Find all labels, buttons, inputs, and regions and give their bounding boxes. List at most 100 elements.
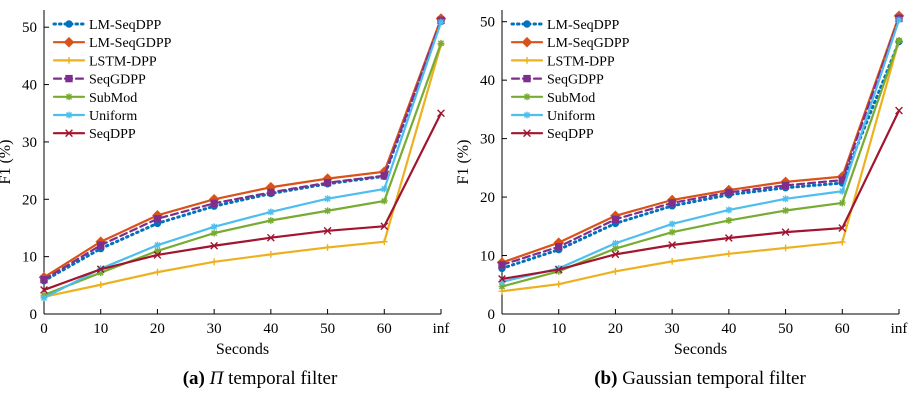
series-line-lm-seqgdpp <box>42 17 443 279</box>
point-submod-20 <box>612 245 619 252</box>
legend-label-uniform: Uniform <box>547 109 595 124</box>
point-uniform-20 <box>154 241 161 249</box>
y-tick-label-20: 20 <box>480 190 495 206</box>
legend-label-lm-seqgdpp: LM-SeqGDPP <box>547 36 630 51</box>
point-seqgdpp-40 <box>267 188 275 197</box>
point-seqgdpp-0 <box>498 261 506 269</box>
point-lstm-dpp-10 <box>97 281 105 289</box>
x-tick-label-50: 50 <box>320 321 335 337</box>
series-submod <box>40 39 445 299</box>
series-uniform <box>498 16 903 286</box>
series-seqgdpp <box>498 14 903 269</box>
series-line-uniform <box>42 20 443 300</box>
legend-label-seqdpp: SeqDPP <box>547 127 594 142</box>
y-tick-label-10: 10 <box>22 250 37 266</box>
caption-a-text: temporal filter <box>228 368 338 389</box>
point-lstm-dpp-30 <box>668 257 676 265</box>
caption-a-label: (a) <box>182 368 205 389</box>
point-seqdpp-20 <box>611 250 620 259</box>
y-tick-label-10: 10 <box>480 249 495 265</box>
legend-label-lm-seqdpp: LM-SeqDPP <box>547 18 620 33</box>
caption-b-text: Gaussian temporal filter <box>622 368 806 389</box>
x-tick-label-20: 20 <box>150 321 165 337</box>
x-axis-label: Seconds <box>216 341 269 358</box>
point-seqgdpp-50 <box>323 178 332 187</box>
point-lstm-dpp-60 <box>838 238 846 246</box>
legend-label-uniform: Uniform <box>89 109 137 124</box>
series-line-lm-seqgdpp <box>500 14 901 264</box>
legend-label-seqgdpp: SeqGDPP <box>89 73 146 88</box>
y-tick-label-40: 40 <box>22 78 37 94</box>
point-uniform-40 <box>725 206 733 214</box>
point-seqdpp-inf <box>895 106 903 115</box>
legend-marker-lstm-dpp <box>65 57 73 64</box>
point-seqdpp-0 <box>498 275 506 283</box>
point-submod-20 <box>154 247 161 255</box>
point-submod-inf <box>437 39 445 47</box>
legend-marker-seqgdpp <box>523 74 531 83</box>
point-seqdpp-inf <box>437 109 445 118</box>
point-seqgdpp-30 <box>668 199 676 207</box>
point-submod-0 <box>498 283 506 290</box>
point-seqgdpp-50 <box>781 181 790 190</box>
y-tick-label-30: 30 <box>480 132 495 148</box>
series-line-lstm-dpp <box>42 43 443 298</box>
point-uniform-60 <box>838 187 846 195</box>
point-seqgdpp-20 <box>153 215 162 223</box>
y-tick-label-40: 40 <box>480 73 495 89</box>
x-tick-label-inf: inf <box>891 321 908 337</box>
point-uniform-50 <box>782 195 789 203</box>
point-seqdpp-40 <box>266 233 275 242</box>
series-line-seqgdpp <box>42 19 443 281</box>
series-seqdpp <box>40 109 445 294</box>
legend-marker-seqgdpp <box>65 74 73 83</box>
x-tick-label-30: 30 <box>207 321 222 337</box>
point-submod-60 <box>838 199 846 207</box>
point-seqdpp-10 <box>96 265 105 274</box>
point-lstm-dpp-60 <box>380 238 388 246</box>
point-seqdpp-30 <box>210 241 219 250</box>
x-tick-label-0: 0 <box>498 321 506 337</box>
point-seqgdpp-10 <box>97 241 105 249</box>
y-tick-label-30: 30 <box>22 135 37 151</box>
legend-box <box>507 11 657 146</box>
point-submod-inf <box>895 37 903 44</box>
x-tick-label-40: 40 <box>263 321 278 337</box>
point-submod-30 <box>210 229 218 237</box>
point-uniform-30 <box>668 220 676 228</box>
point-seqdpp-40 <box>724 234 733 242</box>
caption-a-symbol: Π <box>209 368 224 389</box>
legend-box <box>49 11 199 146</box>
legend-label-lstm-dpp: LSTM-DPP <box>89 54 157 69</box>
series-line-submod <box>42 42 443 297</box>
point-seqdpp-0 <box>40 286 48 294</box>
point-uniform-10 <box>555 265 563 272</box>
series-line-lstm-dpp <box>500 39 901 293</box>
point-seqdpp-60 <box>380 222 389 231</box>
point-submod-30 <box>668 228 676 236</box>
series-line-uniform <box>500 18 901 283</box>
legend-marker-uniform <box>65 111 73 119</box>
legend-label-seqdpp: SeqDPP <box>89 127 136 142</box>
point-lstm-dpp-20 <box>612 267 619 275</box>
legend-marker-lm-seqdpp <box>523 20 531 28</box>
x-tick-label-20: 20 <box>608 321 623 337</box>
point-seqgdpp-40 <box>725 188 733 197</box>
point-lstm-dpp-40 <box>267 250 275 258</box>
point-uniform-40 <box>267 208 275 216</box>
point-seqgdpp-20 <box>611 215 620 223</box>
y-tick-label-50: 50 <box>480 15 495 31</box>
point-lstm-dpp-40 <box>725 250 733 258</box>
y-axis-label: F1 (%) <box>0 140 14 185</box>
legend-marker-lm-seqgdpp <box>521 36 533 48</box>
legend-marker-lm-seqdpp <box>65 20 73 28</box>
point-seqgdpp-60 <box>380 172 388 180</box>
point-uniform-20 <box>612 239 619 247</box>
legend-label-seqgdpp: SeqGDPP <box>547 73 604 88</box>
point-submod-10 <box>97 269 105 277</box>
x-tick-label-60: 60 <box>835 321 850 337</box>
x-tick-label-50: 50 <box>778 321 793 337</box>
legend-marker-uniform <box>523 111 531 119</box>
x-axis-label: Seconds <box>674 341 727 358</box>
